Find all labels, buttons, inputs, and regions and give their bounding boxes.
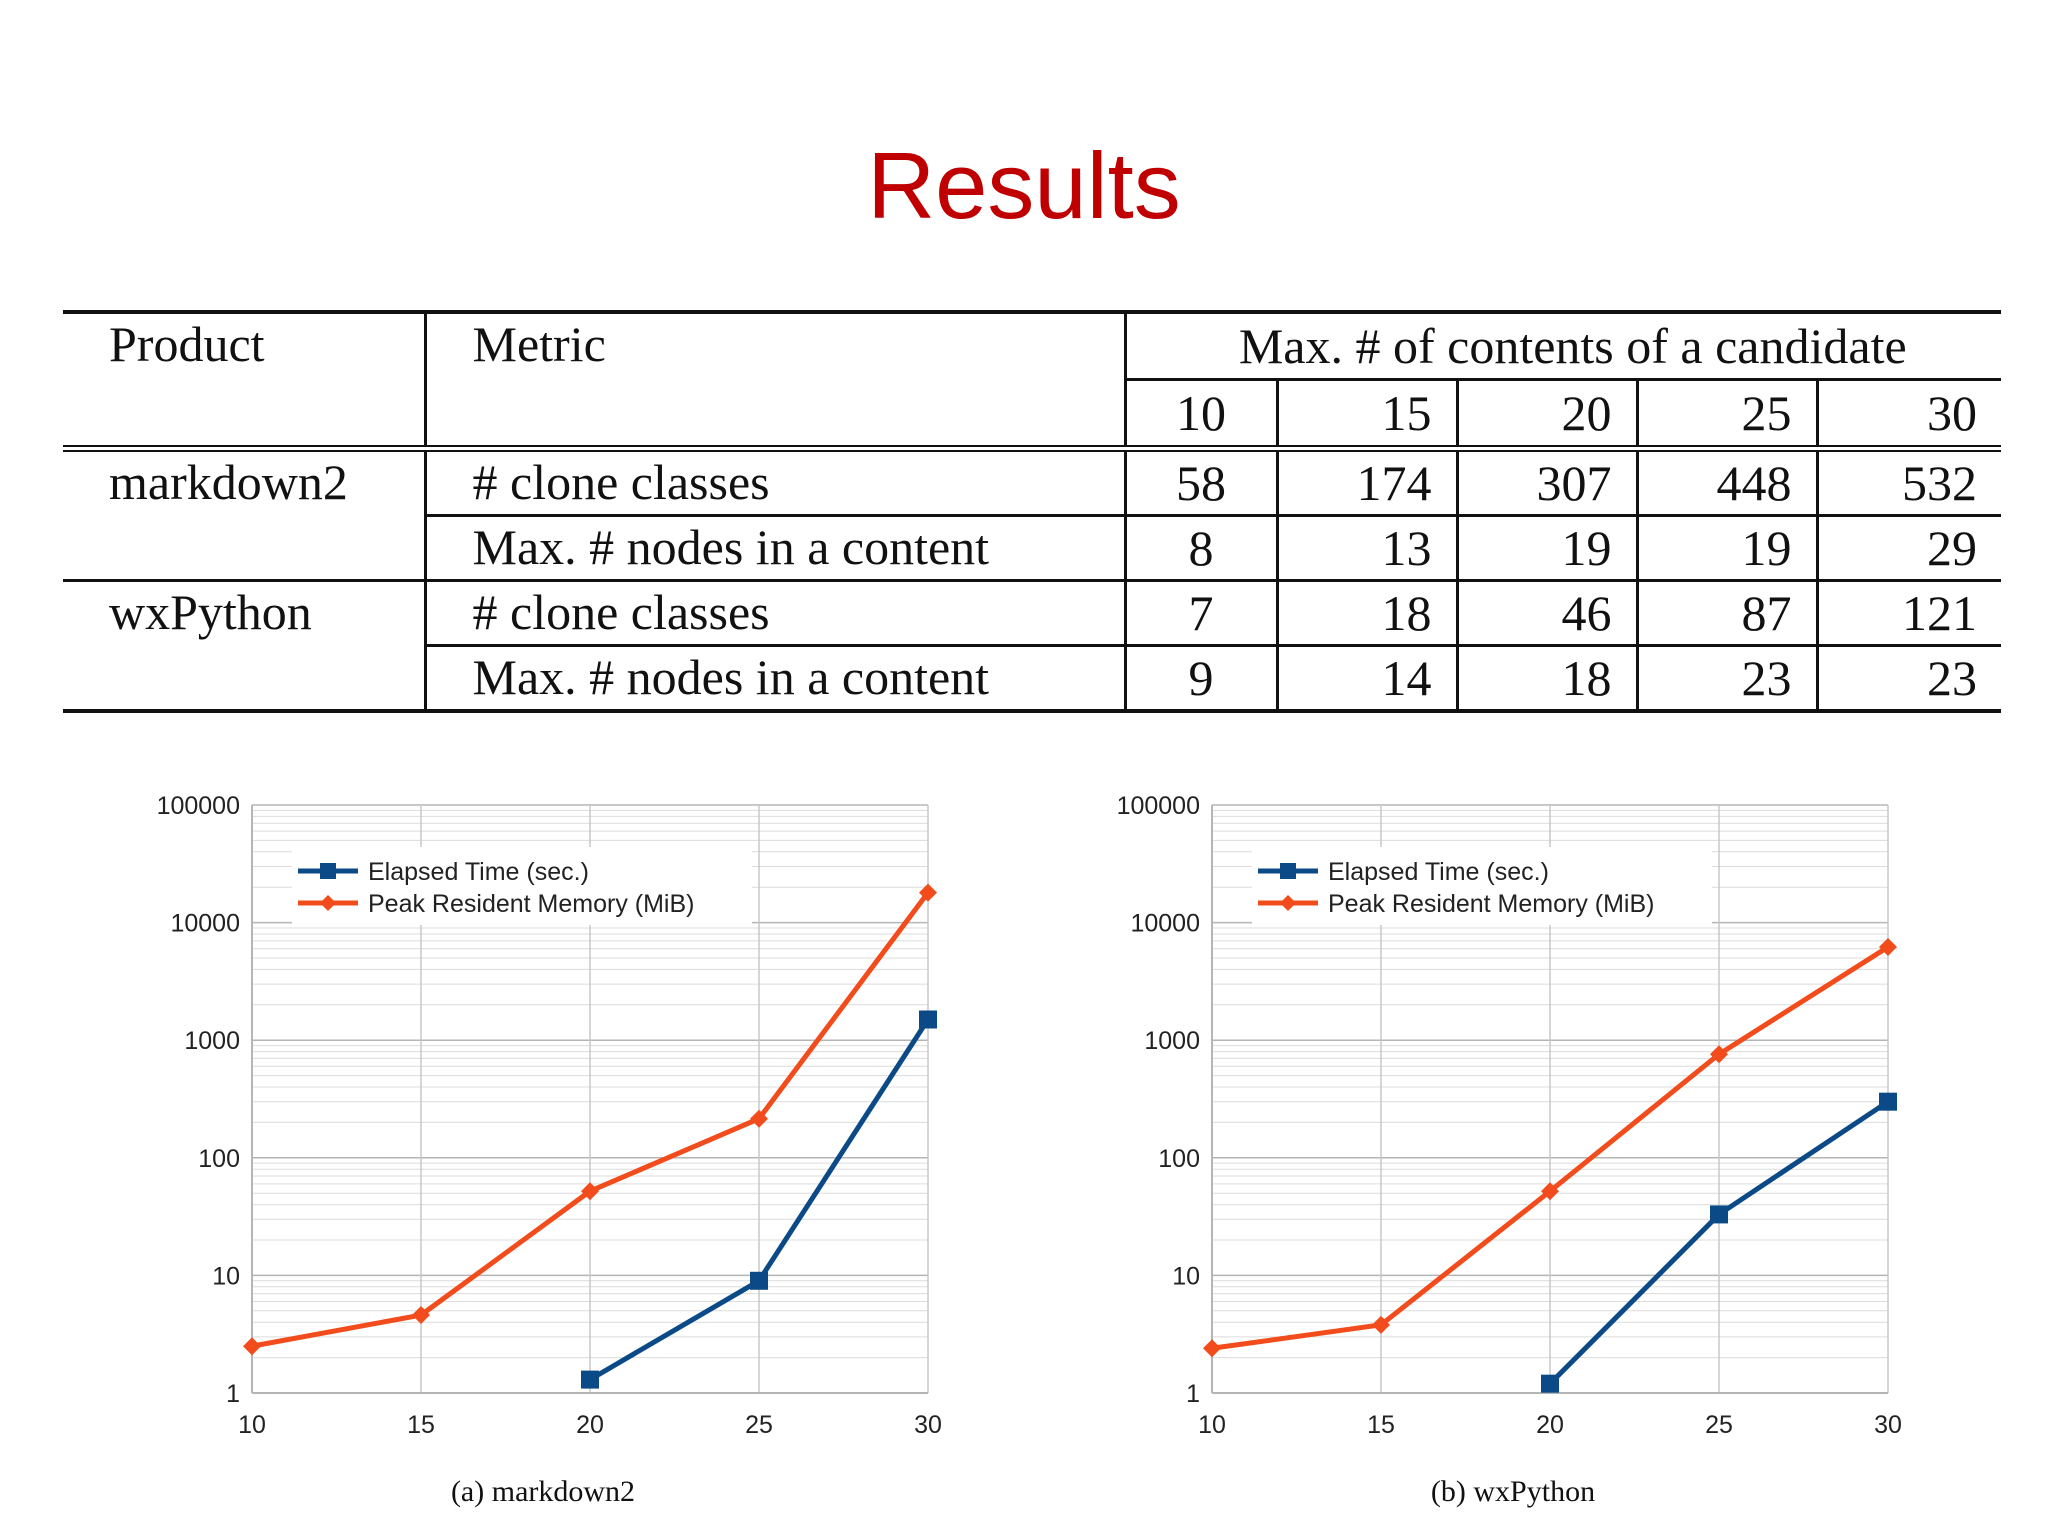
header-group: Max. # of contents of a candidate bbox=[1123, 310, 2001, 381]
series-peak-memory bbox=[243, 883, 937, 1356]
data-point-square bbox=[1541, 1374, 1559, 1393]
legend-square-marker bbox=[320, 863, 336, 879]
legend-label: Peak Resident Memory (MiB) bbox=[368, 890, 694, 918]
data-point-square bbox=[581, 1370, 599, 1389]
data-point-diamond bbox=[1203, 1339, 1221, 1358]
y-tick-label: 10000 bbox=[170, 910, 240, 938]
metric-cell: Max. # nodes in a content bbox=[423, 515, 1125, 582]
y-tick-label: 10 bbox=[1172, 1262, 1200, 1290]
y-tick-label: 100000 bbox=[1117, 792, 1200, 820]
y-tick-label: 10000 bbox=[1130, 910, 1200, 938]
y-tick-label: 1 bbox=[226, 1380, 240, 1408]
y-tick-label: 1 bbox=[1186, 1380, 1200, 1408]
x-tick-label: 10 bbox=[238, 1411, 266, 1439]
chart-wxpython: 1 10 100 1000 10000 100000 10 15 20 25 30 Elapsed T… bbox=[1117, 792, 1902, 1439]
data-point-diamond bbox=[1879, 938, 1897, 957]
value-cell: 121 bbox=[1815, 580, 2001, 647]
y-tick-label: 1000 bbox=[1144, 1027, 1200, 1055]
value-cell: 23 bbox=[1815, 645, 2001, 713]
results-table: Product Metric Max. # of contents of a c… bbox=[63, 310, 2001, 713]
value-cell: 448 bbox=[1635, 445, 1817, 517]
data-point-diamond bbox=[919, 883, 937, 902]
x-tick-label: 30 bbox=[914, 1411, 942, 1439]
value-cell: 9 bbox=[1123, 645, 1277, 713]
x-tick-label: 25 bbox=[745, 1411, 773, 1439]
value-cell: 307 bbox=[1455, 445, 1637, 517]
legend-diamond-marker bbox=[1280, 895, 1296, 911]
y-tick-label: 1000 bbox=[184, 1027, 240, 1055]
chart-markdown2: 1 10 100 1000 10000 100000 10 15 20 25 30 Elapsed T… bbox=[157, 792, 942, 1439]
header-product: Product bbox=[63, 310, 425, 450]
series-peak-memory bbox=[1203, 938, 1897, 1358]
y-tick-label: 100000 bbox=[157, 792, 240, 820]
legend: Elapsed Time (sec.) Peak Resident Memory … bbox=[1252, 847, 1712, 925]
value-cell: 13 bbox=[1275, 515, 1457, 582]
y-tick-label: 100 bbox=[198, 1145, 240, 1173]
y-tick-label: 100 bbox=[1158, 1145, 1200, 1173]
table-row: wxPython # clone classes 7 18 46 87 121 bbox=[63, 580, 2001, 713]
x-tick-label: 20 bbox=[576, 1411, 604, 1439]
legend-box bbox=[1252, 847, 1712, 925]
value-cell: 14 bbox=[1275, 645, 1457, 713]
x-tick-label: 20 bbox=[1536, 1411, 1564, 1439]
data-point-diamond bbox=[412, 1306, 430, 1325]
header-col-15: 15 bbox=[1275, 379, 1457, 452]
series-elapsed-time bbox=[1541, 1092, 1897, 1393]
product-cell: markdown2 bbox=[63, 445, 425, 582]
legend-label: Elapsed Time (sec.) bbox=[1328, 858, 1549, 886]
data-point-diamond bbox=[243, 1337, 261, 1356]
data-point-diamond bbox=[1372, 1315, 1390, 1334]
metric-cell: Max. # nodes in a content bbox=[423, 645, 1125, 713]
metric-cell: # clone classes bbox=[423, 580, 1125, 647]
value-cell: 8 bbox=[1123, 515, 1277, 582]
metric-cell: # clone classes bbox=[423, 445, 1125, 517]
value-cell: 46 bbox=[1455, 580, 1637, 647]
value-cell: 19 bbox=[1635, 515, 1817, 582]
legend-box bbox=[292, 847, 752, 925]
data-point-square bbox=[750, 1271, 768, 1290]
value-cell: 174 bbox=[1275, 445, 1457, 517]
data-point-square bbox=[919, 1010, 937, 1029]
data-point-diamond bbox=[1710, 1045, 1728, 1064]
data-point-diamond bbox=[581, 1182, 599, 1201]
value-cell: 7 bbox=[1123, 580, 1277, 647]
header-col-10: 10 bbox=[1123, 379, 1277, 452]
data-point-diamond bbox=[1541, 1182, 1559, 1201]
value-cell: 29 bbox=[1815, 515, 2001, 582]
x-tick-label: 15 bbox=[407, 1411, 435, 1439]
series-elapsed-time bbox=[581, 1010, 937, 1389]
value-cell: 87 bbox=[1635, 580, 1817, 647]
x-tick-label: 10 bbox=[1198, 1411, 1226, 1439]
value-cell: 18 bbox=[1275, 580, 1457, 647]
header-metric: Metric bbox=[423, 310, 1125, 450]
legend-label: Peak Resident Memory (MiB) bbox=[1328, 890, 1654, 918]
header-col-20: 20 bbox=[1455, 379, 1637, 452]
product-cell: wxPython bbox=[63, 580, 425, 713]
value-cell: 19 bbox=[1455, 515, 1637, 582]
value-cell: 23 bbox=[1635, 645, 1817, 713]
legend-diamond-marker bbox=[320, 895, 336, 911]
y-tick-label: 10 bbox=[212, 1262, 240, 1290]
x-tick-label: 15 bbox=[1367, 1411, 1395, 1439]
value-cell: 58 bbox=[1123, 445, 1277, 517]
data-point-diamond bbox=[750, 1109, 768, 1128]
table-row: Max. # nodes in a content 8 13 19 19 29 bbox=[63, 515, 2001, 582]
value-cell: 532 bbox=[1815, 445, 2001, 517]
x-tick-label: 30 bbox=[1874, 1411, 1902, 1439]
legend: Elapsed Time (sec.) Peak Resident Memory … bbox=[292, 847, 752, 925]
header-col-30: 30 bbox=[1815, 379, 2001, 452]
grid bbox=[251, 804, 929, 1394]
x-tick-label: 25 bbox=[1705, 1411, 1733, 1439]
table-row: markdown2 # clone classes 58 174 307 448… bbox=[63, 445, 2001, 582]
data-point-square bbox=[1710, 1205, 1728, 1224]
chart-caption-b: (b) wxPython bbox=[1430, 1475, 1596, 1508]
legend-label: Elapsed Time (sec.) bbox=[368, 858, 589, 886]
table-row: Max. # nodes in a content 9 14 18 23 23 bbox=[63, 645, 2001, 713]
slide-title: Results bbox=[867, 133, 1181, 238]
value-cell: 18 bbox=[1455, 645, 1637, 713]
legend-square-marker bbox=[1280, 863, 1296, 879]
data-point-square bbox=[1879, 1092, 1897, 1111]
chart-caption-a: (a) markdown2 bbox=[450, 1475, 636, 1508]
header-col-25: 25 bbox=[1635, 379, 1817, 452]
